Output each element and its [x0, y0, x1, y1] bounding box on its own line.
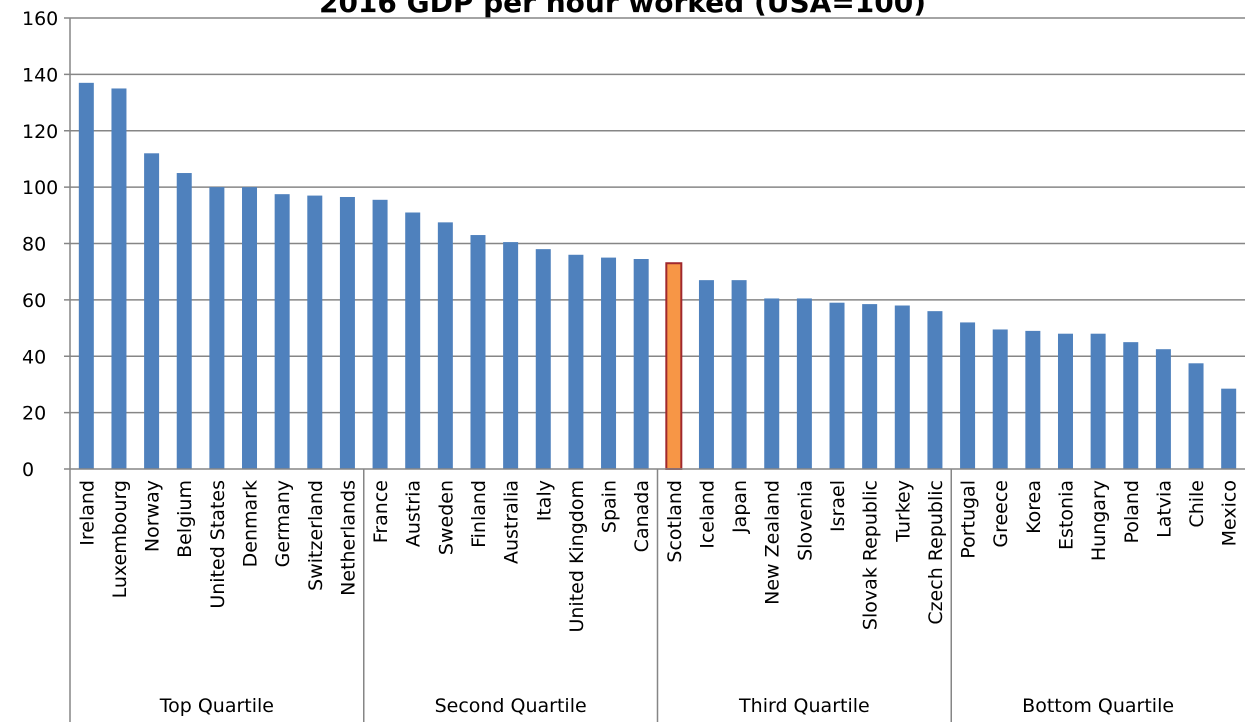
x-category-label: Spain [599, 480, 621, 533]
x-category-label: Chile [1186, 480, 1208, 528]
x-category-label: United Kingdom [566, 480, 588, 633]
bar [633, 259, 649, 469]
bar [1090, 333, 1106, 469]
group-label: Third Quartile [738, 695, 870, 717]
bar [339, 196, 355, 469]
x-category-label: Ireland [76, 480, 98, 546]
x-category-label: Slovak Republic [860, 480, 882, 630]
group-label: Second Quartile [435, 695, 587, 717]
x-category-label: Scotland [664, 480, 686, 563]
x-category-label: Finland [468, 480, 490, 548]
bar [437, 222, 453, 469]
bar [372, 199, 388, 469]
x-category-label: United States [207, 480, 229, 609]
group-labels: Top Quartile Second Quartile Third Quartil… [159, 695, 1174, 717]
x-category-label: Italy [533, 480, 555, 521]
x-category-label: Austria [403, 480, 425, 547]
bar [731, 280, 747, 469]
bar [601, 257, 617, 469]
bar [568, 254, 584, 469]
bar [274, 194, 290, 469]
x-category-label: Netherlands [337, 480, 359, 596]
gridlines [70, 17, 1245, 414]
x-category-label: Poland [1121, 480, 1143, 543]
bar [503, 242, 519, 469]
bar [209, 187, 225, 469]
x-category-label: Turkey [892, 480, 914, 543]
bars [78, 82, 1237, 471]
x-category-label: Luxembourg [109, 480, 131, 598]
bar [111, 88, 127, 469]
bar [1155, 349, 1171, 469]
x-category-label: Australia [501, 480, 523, 564]
x-category-label: New Zealand [762, 480, 784, 605]
x-category-label: Hungary [1088, 480, 1110, 561]
y-tick-label: 100 [22, 177, 58, 199]
y-tick-label: 160 [22, 8, 58, 30]
x-category-label: Japan [729, 480, 751, 534]
group-label: Bottom Quartile [1022, 695, 1174, 717]
x-category-label: Latvia [1153, 480, 1175, 538]
chart-title: 2016 GDP per hour worked (USA=100) [318, 0, 927, 19]
x-category-label: Belgium [174, 480, 196, 558]
y-tick-label: 40 [22, 346, 46, 368]
y-tick-label: 60 [22, 290, 46, 312]
x-category-label: Greece [990, 480, 1012, 548]
x-category-label: Denmark [240, 480, 262, 567]
bar [927, 311, 943, 469]
bar [764, 298, 780, 469]
y-tick-label: 120 [22, 121, 58, 143]
y-tick-label: 20 [22, 403, 46, 425]
bar [1188, 363, 1204, 469]
bar [894, 305, 910, 469]
bar [698, 280, 714, 469]
bar [862, 304, 878, 469]
bar [405, 212, 421, 469]
bar [307, 195, 323, 470]
x-category-label: Israel [827, 480, 849, 532]
x-category-label: Korea [1023, 480, 1045, 534]
bar [144, 153, 160, 470]
y-tick-labels: 0 20 40 60 80 100 120 140 160 [22, 8, 58, 481]
x-category-label: Mexico [1219, 480, 1241, 546]
category-labels: Ireland Luxembourg Norway Belgium United Sta… [76, 480, 1240, 633]
x-category-label: France [370, 480, 392, 543]
x-category-label: Slovenia [794, 480, 816, 561]
bar [1025, 330, 1041, 469]
x-category-label: Sweden [435, 480, 457, 555]
x-category-label: Germany [272, 480, 294, 567]
bar [470, 235, 486, 469]
bar [1221, 388, 1237, 469]
y-tick-label: 80 [22, 234, 46, 256]
bar-highlighted [665, 262, 683, 471]
x-category-label: Switzerland [305, 480, 327, 591]
bar [242, 187, 258, 469]
bar [1123, 342, 1139, 469]
x-category-label: Canada [631, 480, 653, 552]
bar [176, 173, 192, 469]
x-category-label: Portugal [958, 480, 980, 559]
bar [829, 302, 845, 469]
axes [64, 17, 1245, 722]
x-category-label: Iceland [696, 480, 718, 549]
x-category-label: Estonia [1055, 480, 1077, 550]
bar [1057, 333, 1073, 469]
x-category-label: Czech Republic [925, 480, 947, 625]
y-tick-label: 0 [22, 459, 34, 481]
bar [960, 322, 976, 469]
bar [535, 249, 551, 469]
bar [992, 329, 1008, 469]
x-category-label: Norway [142, 480, 164, 552]
bar [796, 298, 812, 469]
group-label: Top Quartile [159, 695, 274, 717]
y-tick-label: 140 [22, 64, 58, 86]
bar [78, 82, 94, 470]
